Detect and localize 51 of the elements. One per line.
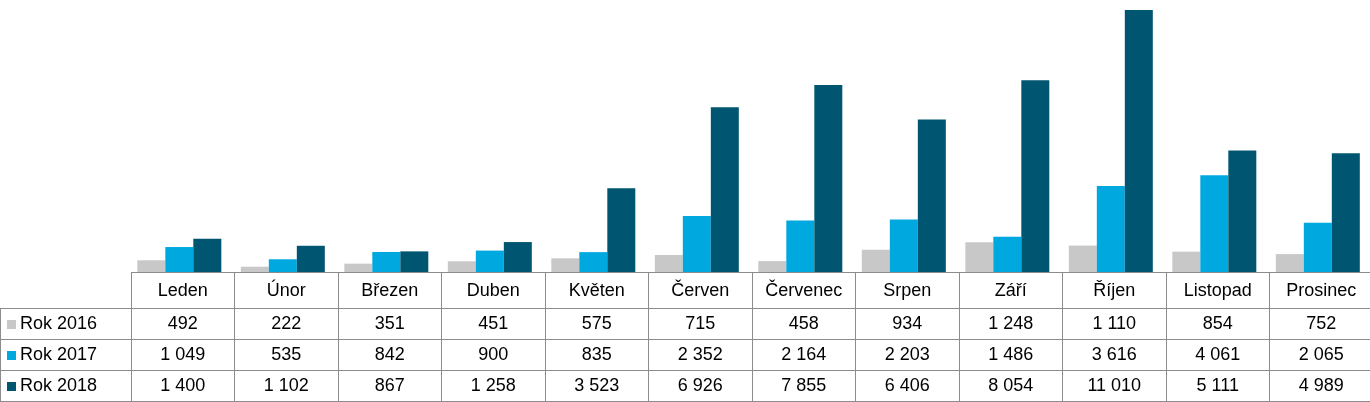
data-label: 715 (648, 308, 752, 339)
x-tick-label: Únor (234, 272, 338, 308)
data-label: 752 (1269, 308, 1370, 339)
data-label: 1 102 (234, 370, 338, 401)
data-label: 458 (752, 308, 856, 339)
data-label: 2 352 (648, 339, 752, 370)
x-tick-label: Prosinec (1269, 272, 1370, 308)
data-label: 2 065 (1269, 339, 1370, 370)
data-label: 535 (234, 339, 338, 370)
x-tick-label: Duben (441, 272, 545, 308)
data-label: 4 061 (1166, 339, 1270, 370)
legend-label: Rok 2016 (0, 308, 131, 339)
data-label: 5 111 (1166, 370, 1270, 401)
data-label: 451 (441, 308, 545, 339)
x-tick-label: Červenec (752, 272, 856, 308)
x-tick-label: Listopad (1166, 272, 1270, 308)
data-label: 934 (855, 308, 959, 339)
data-label: 6 406 (855, 370, 959, 401)
data-label: 2 164 (752, 339, 856, 370)
data-label: 4 989 (1269, 370, 1370, 401)
data-label: 3 616 (1062, 339, 1166, 370)
x-tick-label: Květen (545, 272, 649, 308)
x-tick-label: Leden (131, 272, 235, 308)
x-tick-label: Březen (338, 272, 442, 308)
x-tick-label: Červen (648, 272, 752, 308)
data-label: 1 258 (441, 370, 545, 401)
data-label: 492 (131, 308, 235, 339)
data-label: 6 926 (648, 370, 752, 401)
data-label: 1 248 (959, 308, 1063, 339)
data-label: 575 (545, 308, 649, 339)
data-label: 222 (234, 308, 338, 339)
data-label: 1 486 (959, 339, 1063, 370)
data-label: 900 (441, 339, 545, 370)
data-label: 842 (338, 339, 442, 370)
data-label: 1 400 (131, 370, 235, 401)
data-label: 2 203 (855, 339, 959, 370)
data-label: 8 054 (959, 370, 1063, 401)
data-label: 351 (338, 308, 442, 339)
data-label: 11 010 (1062, 370, 1166, 401)
x-tick-label: Září (959, 272, 1063, 308)
data-label: 835 (545, 339, 649, 370)
x-tick-label: Říjen (1062, 272, 1166, 308)
legend-label: Rok 2018 (0, 370, 131, 401)
data-label: 7 855 (752, 370, 856, 401)
data-label: 1 049 (131, 339, 235, 370)
data-label: 1 110 (1062, 308, 1166, 339)
data-label: 3 523 (545, 370, 649, 401)
data-label: 854 (1166, 308, 1270, 339)
legend-label: Rok 2017 (0, 339, 131, 370)
data-label: 867 (338, 370, 442, 401)
x-tick-label: Srpen (855, 272, 959, 308)
